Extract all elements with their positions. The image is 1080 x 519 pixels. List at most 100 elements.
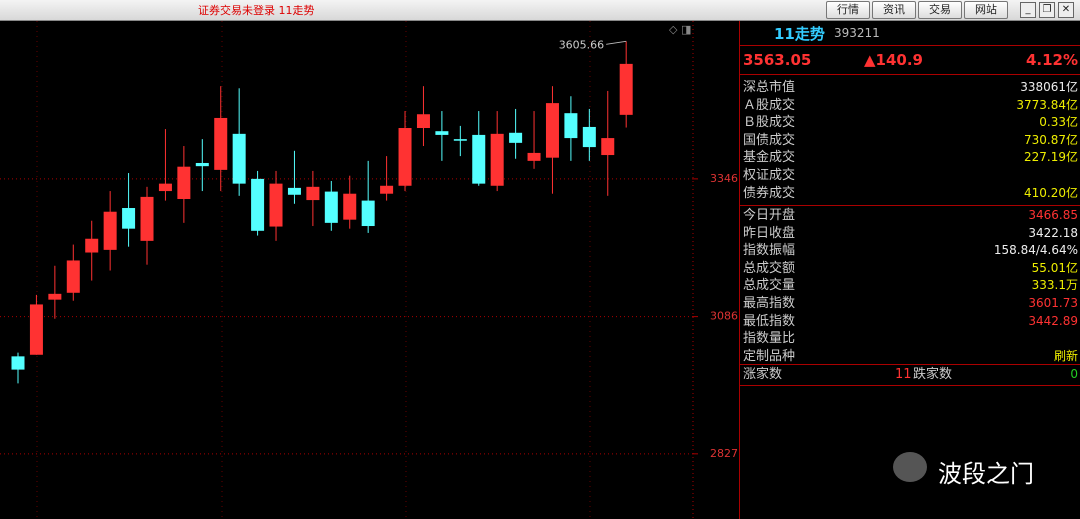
candle-body <box>343 193 357 220</box>
candle-body <box>582 126 596 148</box>
stat-row: 指数量比 <box>743 330 1078 347</box>
candle-body <box>306 186 320 201</box>
candle-body <box>140 196 154 241</box>
up-count: 11 <box>895 367 912 382</box>
candle-body <box>527 152 541 161</box>
stat-value: 158.84/4.64% <box>993 243 1078 258</box>
stat-value: 3422.18 <box>1028 225 1078 240</box>
separator <box>740 385 1080 386</box>
index-name: 11走势 <box>774 25 825 43</box>
annotation-arrow <box>606 40 627 45</box>
stat-value: 0.33亿 <box>1039 115 1078 130</box>
label: 涨家数 <box>743 367 783 382</box>
stat-label: 权证成交 <box>743 168 796 183</box>
menu-button[interactable]: 交易 <box>918 1 962 19</box>
stat-row: Ｂ股成交 0.33亿 <box>743 114 1078 131</box>
candle-body <box>11 356 25 370</box>
stat-label: 债券成交 <box>743 185 796 201</box>
candle-body <box>214 117 228 170</box>
candle-body <box>177 166 191 200</box>
stat-value: 410.20亿 <box>1024 185 1078 200</box>
candle-body <box>158 183 172 192</box>
stat-value: 730.87亿 <box>1024 132 1078 147</box>
candle-body <box>398 128 412 186</box>
stat-label: 昨日收盘 <box>743 225 796 241</box>
stat-row: 总成交额 55.01亿 <box>743 260 1078 277</box>
stat-row: 债券成交 410.20亿 <box>743 185 1078 202</box>
candle-body <box>564 113 578 139</box>
stat-label: 总成交量 <box>743 278 796 294</box>
candle-body <box>324 191 338 223</box>
icon[interactable]: ◨ <box>681 23 691 36</box>
menu-button[interactable]: 网站 <box>964 1 1008 19</box>
separator <box>740 45 1080 46</box>
stat-label: 国债成交 <box>743 132 796 148</box>
stat-row: Ａ股成交 3773.84亿 <box>743 97 1078 114</box>
wechat-icon <box>893 452 927 482</box>
stat-label: Ａ股成交 <box>743 97 796 113</box>
candle-body <box>435 131 449 135</box>
icon[interactable]: ◇ <box>669 23 678 36</box>
candle-body <box>103 211 117 250</box>
stat-row: 权证成交 <box>743 167 1078 184</box>
stat-row: 今日开盘 3466.85 <box>743 207 1078 224</box>
stat-row: 基金成交 227.19亿 <box>743 149 1078 166</box>
candle-body <box>490 133 504 186</box>
candle-body <box>472 134 486 184</box>
y-tick-label: 2827 <box>710 447 738 460</box>
stat-label: 深总市值 <box>743 80 796 95</box>
menu-button[interactable]: 资讯 <box>872 1 916 19</box>
stat-row: 最低指数 3442.89 <box>743 313 1078 330</box>
stat-row: 指数振幅 158.84/4.64% <box>743 242 1078 259</box>
candle-body <box>619 63 633 115</box>
candle-body <box>85 238 99 253</box>
restore-button[interactable]: ❐ <box>1039 2 1055 18</box>
index-code: 393211 <box>834 26 880 40</box>
candle-body <box>122 208 136 229</box>
stat-value: 3773.84亿 <box>1016 97 1078 112</box>
y-tick-label: 3346 <box>710 172 738 185</box>
stat-label: 指数量比 <box>743 331 796 347</box>
separator <box>740 74 1080 75</box>
minimize-button[interactable]: _ <box>1020 2 1036 18</box>
stat-label: 基金成交 <box>743 150 796 166</box>
stat-label: 最高指数 <box>743 296 796 311</box>
candle-body <box>545 103 559 158</box>
stat-row: 最高指数 3601.73 <box>743 295 1078 312</box>
stat-label: Ｂ股成交 <box>743 115 796 131</box>
candle-body <box>48 293 62 300</box>
stat-row: 定制品种 刷新 <box>743 348 1078 365</box>
candle-body <box>287 187 301 195</box>
annotation: 3605.66 <box>559 38 605 51</box>
candle-body <box>195 162 209 167</box>
stat-label: 指数振幅 <box>743 243 796 259</box>
change: ▲140.9 <box>864 51 923 69</box>
stat-label: 总成交额 <box>743 260 796 276</box>
quote-panel: 11走势 393211 3563.05 ▲140.9 4.12% 深总市值 338… <box>739 21 1080 519</box>
candle-body <box>509 132 523 143</box>
candle-body <box>601 138 615 156</box>
y-tick-label: 3086 <box>710 310 738 323</box>
close-button[interactable]: ✕ <box>1058 2 1074 18</box>
stat-value: 3442.89 <box>1028 313 1078 328</box>
candle-body <box>251 178 265 231</box>
stat-value: 227.19亿 <box>1024 150 1078 165</box>
candle-body <box>232 133 246 184</box>
separator <box>740 205 1080 206</box>
candle-body <box>380 185 394 194</box>
stat-value[interactable]: 刷新 <box>1053 348 1078 363</box>
stat-row: 总成交量 333.1万 <box>743 277 1078 294</box>
watermark: 波段之门 <box>938 460 1034 488</box>
change-pct: 4.12% <box>1025 51 1078 69</box>
stat-value: 338061亿 <box>1020 80 1078 94</box>
price: 3563.05 <box>743 51 812 69</box>
chart: ◇ ◨ 2827 3086 3346 3605.66 <box>0 21 738 519</box>
title-bar: 证券交易未登录 11走势 行情 资讯 交易 网站 _ ❐ ✕ <box>0 0 1080 21</box>
stat-label: 今日开盘 <box>743 208 796 223</box>
separator <box>740 364 1080 365</box>
label: 跌家数 <box>913 367 953 382</box>
stat-value: 333.1万 <box>1031 278 1078 293</box>
menu-button[interactable]: 行情 <box>826 1 870 19</box>
candle-body <box>29 304 43 355</box>
